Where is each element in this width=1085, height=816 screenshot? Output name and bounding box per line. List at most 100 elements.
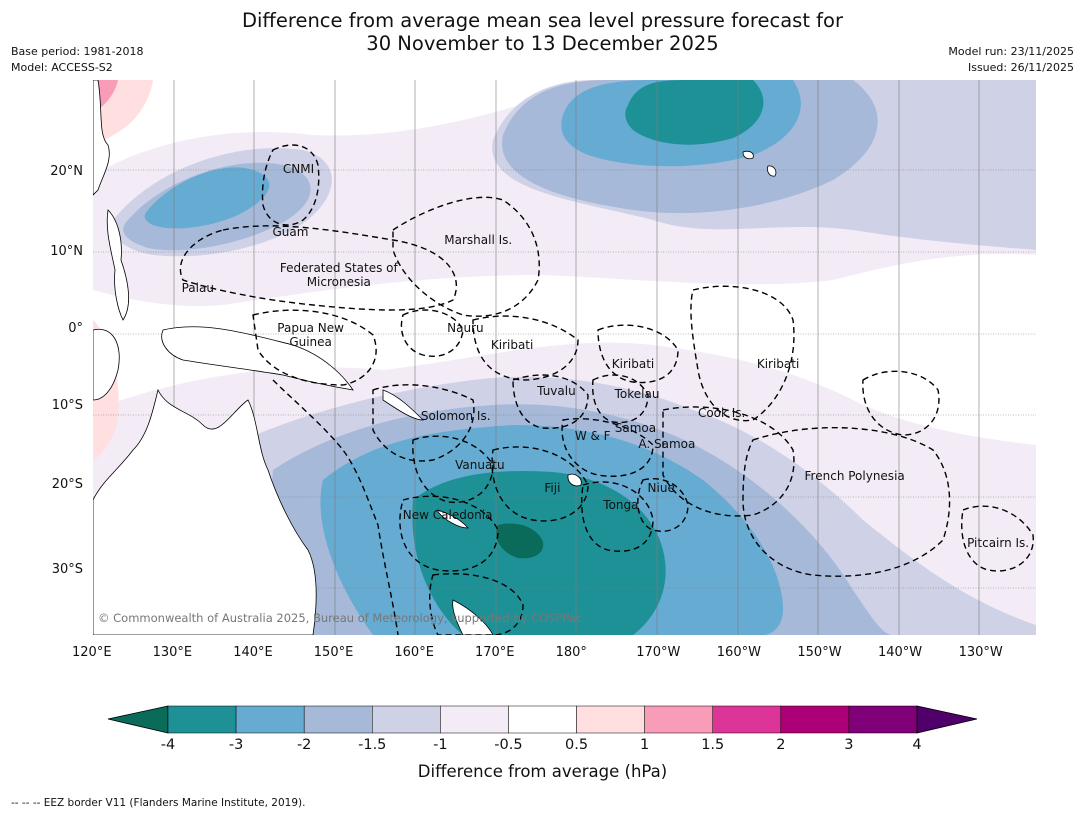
- longitude-tick-label: 170°E: [474, 645, 515, 660]
- colorbar-tick-label: -4: [160, 737, 176, 753]
- place-label: Papua New Guinea: [277, 321, 344, 350]
- place-label: Samoa: [614, 420, 657, 435]
- longitude-tick-label: 170°W: [636, 645, 681, 660]
- place-label: Kiribati: [756, 357, 800, 372]
- place-label: Federated States of Micronesia: [279, 260, 398, 289]
- eez-tokelau: [591, 374, 649, 424]
- colorbar-swatch: [303, 705, 373, 734]
- eez-tonga: [581, 481, 654, 552]
- base-period: Base period: 1981-2018: [11, 45, 144, 58]
- colorbar-swatch: [712, 705, 782, 734]
- map-panel[interactable]: CNMI Guam Marshall Is. Federated States of …: [93, 80, 1036, 635]
- contour-darkteal-south: [495, 523, 544, 559]
- hawaii: [742, 150, 777, 177]
- solomon-islands: [382, 389, 424, 421]
- chart-title-line2: 30 November to 13 December 2025: [366, 32, 719, 55]
- place-label: French Polynesia: [804, 469, 905, 484]
- colorbar-tick-label: -3: [228, 737, 244, 753]
- latitude-tick-label: 10°N: [50, 243, 83, 259]
- copyright-notice: © Commonwealth of Australia 2025, Bureau…: [98, 611, 583, 625]
- latitude-tick-label: 0°: [68, 320, 83, 336]
- eez-marquesas: [862, 370, 940, 436]
- longitude-tick-label: 150°W: [797, 645, 842, 660]
- eez-source-note: -- -- -- EEZ border V11 (Flanders Marine…: [11, 797, 306, 809]
- eez-borders: [179, 144, 1034, 635]
- eez-niue: [637, 478, 689, 532]
- place-label: Nauru: [447, 321, 484, 336]
- latitude-tick-label: 20°N: [50, 164, 83, 180]
- colorbar-tick-label: 1.5: [701, 737, 725, 753]
- model-name: Model: ACCESS-S2: [11, 61, 113, 74]
- longitude-tick-label: 160°W: [716, 645, 761, 660]
- chart-title-line1: Difference from average mean sea level p…: [242, 9, 843, 32]
- borneo-sulawesi: [93, 328, 120, 401]
- new-zealand-north: [452, 599, 494, 635]
- colorbar-swatch: [576, 705, 645, 734]
- graticule-lat: [93, 169, 1036, 589]
- eez-samoa-wf: [561, 418, 654, 477]
- colorbar-tick-label: -1.5: [358, 737, 387, 753]
- place-label: Niue: [647, 480, 675, 495]
- place-label: New Caledonia: [402, 507, 493, 522]
- colorbar-extend-low: [107, 705, 169, 734]
- place-label: Kiribati: [490, 338, 534, 353]
- latitude-tick-label: 20°S: [51, 477, 83, 493]
- eez-australia: [272, 379, 399, 635]
- place-label: Cook Is.: [697, 405, 746, 420]
- contour-mid-blue-north: [144, 167, 270, 229]
- eez-kiribati-line: [690, 285, 795, 422]
- eez-nauru: [400, 309, 464, 357]
- eez-fiji: [491, 446, 589, 522]
- eez-kiribati-phoenix: [597, 324, 679, 384]
- colorbar-tick-label: 2: [776, 737, 786, 753]
- model-run: Model run: 23/11/2025: [948, 45, 1074, 58]
- fiji: [567, 473, 582, 487]
- place-label: A. Samoa: [638, 437, 696, 452]
- asia-coast: [93, 80, 110, 196]
- eez-tuvalu: [512, 374, 589, 429]
- eez-solomon: [372, 384, 475, 462]
- latitude-tick-label: 30°S: [51, 561, 83, 577]
- colorbar-swatch: [644, 705, 713, 734]
- colorbar: [107, 705, 978, 734]
- colorbar-tick-label: 4: [912, 737, 922, 753]
- australia-north: [93, 388, 317, 635]
- eez-new-caledonia: [399, 495, 499, 572]
- colorbar-swatch: [167, 705, 237, 734]
- anomaly-map: [93, 80, 1036, 635]
- longitude-tick-label: 130°W: [958, 645, 1003, 660]
- place-label: Tonga: [603, 497, 639, 512]
- colorbar-title: Difference from average (hPa): [417, 762, 668, 781]
- colorbar-extend-high: [916, 705, 978, 734]
- issued-date: Issued: 26/11/2025: [967, 61, 1074, 74]
- place-label: Vanuatu: [455, 458, 505, 473]
- place-label: Marshall Is.: [444, 233, 513, 248]
- longitude-tick-label: 140°W: [877, 645, 923, 660]
- coastlines: [93, 80, 777, 635]
- colorbar-tick-label: 1: [640, 737, 650, 753]
- eez-new-zealand: [429, 573, 524, 635]
- colorbar-swatch: [848, 705, 918, 734]
- eez-cnmi: [261, 144, 320, 226]
- longitude-tick-label: 120°E: [72, 645, 112, 660]
- colorbar-swatch: [235, 705, 305, 734]
- longitude-tick-label: 150°E: [313, 645, 354, 660]
- latitude-tick-label: 10°S: [51, 397, 83, 413]
- colorbar-tick-label: -2: [296, 737, 312, 753]
- place-label: Tuvalu: [537, 384, 576, 399]
- eez-guam-fsm: [179, 225, 457, 311]
- colorbar-tick-label: -1: [433, 737, 448, 753]
- place-label: Guam: [272, 224, 309, 239]
- eez-cook: [662, 406, 795, 517]
- place-label: Kiribati: [611, 357, 655, 372]
- new-caledonia: [437, 509, 469, 529]
- contour-teal-npac: [625, 80, 764, 145]
- longitude-tick-label: 160°E: [394, 645, 434, 660]
- colorbar-swatch: [440, 705, 509, 734]
- philippines: [106, 209, 129, 321]
- colorbar-swatch: [508, 705, 577, 734]
- place-label: Pitcairn Is.: [967, 535, 1030, 550]
- colorbar-tick-label: 0.5: [565, 737, 589, 753]
- eez-kiribati-gilbert: [472, 315, 579, 381]
- place-label: Palau: [181, 281, 214, 296]
